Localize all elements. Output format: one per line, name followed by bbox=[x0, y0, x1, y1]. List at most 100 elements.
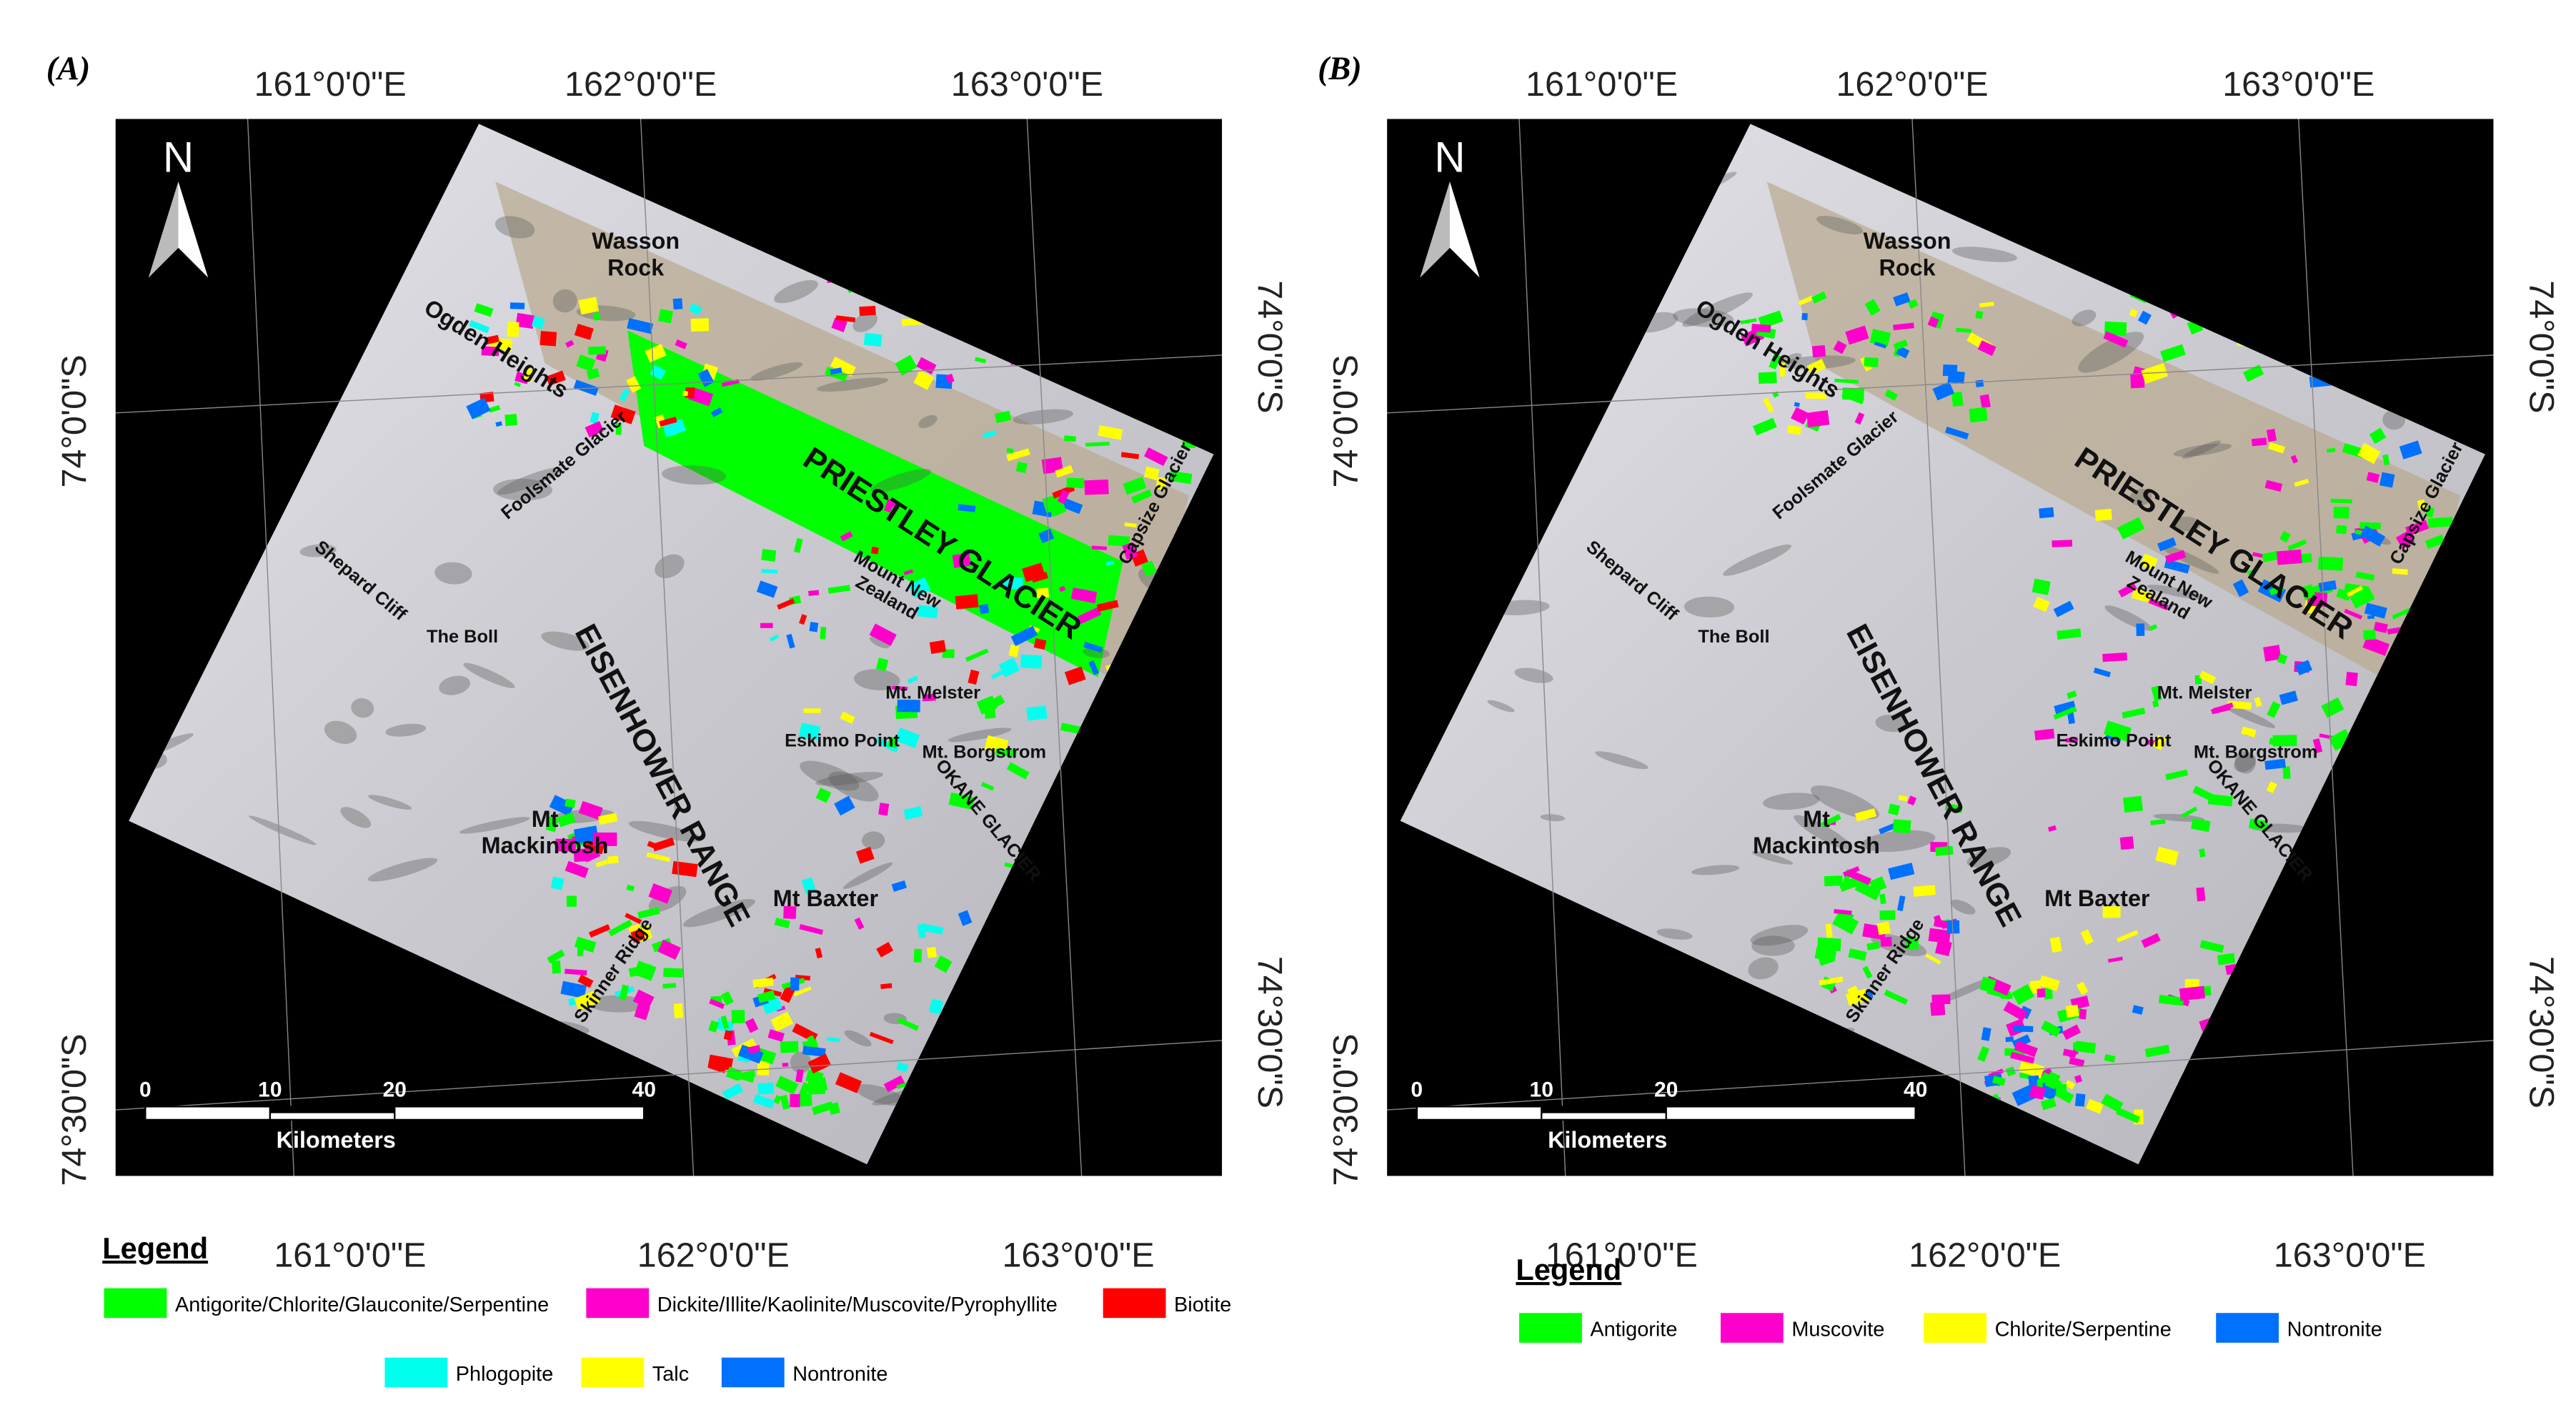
mineral-patch bbox=[756, 580, 778, 598]
mineral-patch bbox=[1155, 477, 1167, 490]
right-latitude-label: 74°30'0"S bbox=[2522, 956, 2560, 1108]
glacier-mineral bbox=[627, 330, 1123, 677]
place-label: Eskimo Point bbox=[785, 730, 900, 750]
mineral-patch bbox=[2357, 442, 2381, 465]
mineral-patch bbox=[2040, 1020, 2062, 1038]
mineral-patch bbox=[790, 977, 800, 991]
terrain-shadow bbox=[497, 467, 562, 495]
mineral-patch bbox=[815, 948, 823, 959]
mineral-patch bbox=[2034, 728, 2055, 741]
mineral-patch bbox=[2079, 1008, 2087, 1020]
mineral-patch bbox=[1060, 723, 1082, 735]
mineral-patch bbox=[1975, 379, 1984, 388]
mineral-patch bbox=[610, 404, 636, 425]
mineral-patch bbox=[675, 339, 687, 349]
mineral-patch bbox=[808, 590, 820, 596]
terrain-shadow bbox=[918, 414, 938, 429]
mineral-patch bbox=[835, 315, 856, 323]
mineral-patch bbox=[1824, 875, 1843, 887]
mineral-patch bbox=[509, 302, 525, 309]
terrain-shadow bbox=[588, 995, 647, 1013]
mineral-patch bbox=[1801, 313, 1808, 321]
legend-title: Legend bbox=[102, 1231, 208, 1265]
mineral-patch bbox=[830, 356, 856, 377]
mineral-patch bbox=[2294, 478, 2309, 487]
mineral-patch bbox=[1038, 528, 1055, 544]
mineral-patch bbox=[1817, 951, 1834, 966]
bottom-longitude-label: 161°0'0"E bbox=[1546, 1236, 1698, 1275]
mineral-patch bbox=[887, 736, 898, 748]
mineral-patch bbox=[637, 907, 660, 919]
mineral-patch bbox=[708, 1020, 720, 1033]
mineral-patch bbox=[514, 382, 521, 387]
mineral-patch bbox=[2074, 1075, 2083, 1083]
mineral-patch bbox=[835, 1072, 862, 1093]
mineral-patch bbox=[2282, 766, 2291, 779]
mineral-patch bbox=[697, 369, 715, 387]
mineral-patch bbox=[1893, 292, 1911, 307]
mineral-patch bbox=[1892, 819, 1911, 834]
mineral-patch bbox=[574, 990, 600, 1011]
mineral-patch bbox=[2117, 517, 2145, 540]
terrain-shadow bbox=[842, 862, 892, 889]
mineral-patch bbox=[2266, 428, 2277, 442]
mineral-patch bbox=[481, 346, 499, 357]
mineral-patch bbox=[990, 669, 1005, 680]
mineral-patch bbox=[2399, 440, 2422, 460]
mineral-patch bbox=[795, 1068, 804, 1083]
left-latitude-label: 74°30'0"S bbox=[55, 1033, 94, 1186]
mineral-patch bbox=[2349, 587, 2375, 609]
terrain-shadow bbox=[1487, 700, 1515, 713]
mineral-patch bbox=[1070, 587, 1098, 604]
mineral-patch bbox=[1791, 407, 1809, 425]
terrain-shadow bbox=[368, 795, 412, 810]
mineral-patch bbox=[2039, 507, 2054, 519]
mineral-patch bbox=[996, 542, 1018, 550]
glacier-band bbox=[1766, 182, 2461, 694]
mineral-patch bbox=[1956, 327, 1972, 333]
mineral-patch bbox=[1854, 412, 1865, 425]
scale-tick-label: 40 bbox=[632, 1078, 656, 1102]
mineral-patch bbox=[549, 795, 575, 817]
mineral-patch bbox=[2103, 720, 2132, 742]
mineral-patch bbox=[783, 905, 797, 919]
mineral-patch bbox=[565, 860, 589, 878]
mineral-patch bbox=[515, 312, 535, 329]
terrain-shadow bbox=[1936, 977, 1995, 1004]
mineral-patch bbox=[890, 506, 910, 520]
mineral-patch bbox=[2056, 1084, 2067, 1095]
mineral-patch bbox=[2395, 530, 2415, 549]
legend-label: Muscovite bbox=[1791, 1319, 1884, 1341]
mineral-patch bbox=[855, 846, 875, 864]
top-longitude-label: 161°0'0"E bbox=[1526, 65, 1678, 104]
mineral-patch bbox=[1907, 795, 1917, 806]
terrain-shadow bbox=[2234, 753, 2257, 773]
mineral-patch bbox=[747, 1045, 761, 1054]
mineral-patch bbox=[1008, 644, 1020, 657]
terrain-shadow bbox=[351, 698, 374, 718]
mineral-patch bbox=[1168, 470, 1193, 485]
mineral-patch bbox=[2139, 553, 2159, 571]
place-label: Mt. Borgstrom bbox=[2194, 743, 2318, 763]
place-label: Mt bbox=[1803, 806, 1830, 832]
mineral-patch bbox=[955, 594, 979, 610]
mineral-patch bbox=[1979, 302, 1994, 308]
mineral-patch bbox=[1131, 489, 1153, 504]
mineral-patch bbox=[793, 986, 812, 997]
north-label: N bbox=[163, 133, 194, 181]
mineral-patch bbox=[659, 417, 677, 427]
mineral-patch bbox=[777, 598, 795, 610]
mineral-patch bbox=[2179, 985, 2206, 1001]
graticule-line bbox=[1026, 119, 1083, 1176]
scale-unit: Kilometers bbox=[277, 1127, 396, 1153]
mineral-patch bbox=[1006, 447, 1014, 454]
mineral-patch bbox=[469, 319, 490, 334]
mineral-patch bbox=[1925, 953, 1941, 965]
mineral-patch bbox=[645, 344, 667, 363]
mineral-patch bbox=[523, 367, 534, 382]
mineral-patch bbox=[2074, 1041, 2097, 1054]
terrain-shadow bbox=[2072, 309, 2097, 327]
mineral-patch bbox=[1015, 461, 1028, 474]
mineral-patch bbox=[720, 1015, 730, 1029]
mineral-patch bbox=[595, 859, 609, 868]
